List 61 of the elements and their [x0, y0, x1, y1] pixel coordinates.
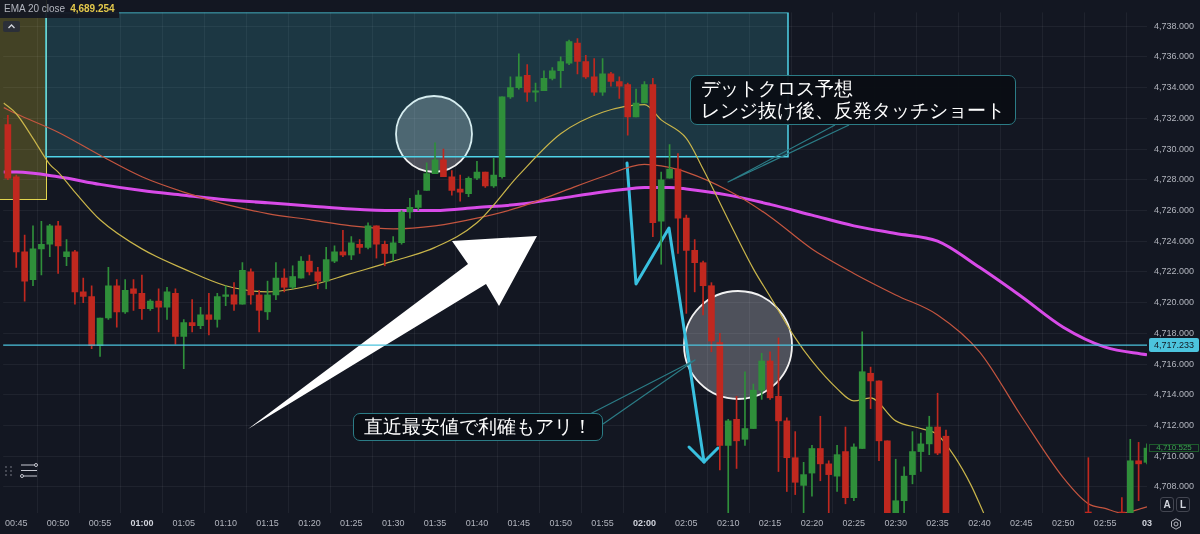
- callout-box: 直近最安値で利確もアリ！: [353, 413, 603, 441]
- x-tick-label: 02:35: [926, 517, 949, 528]
- x-tick-label: 01:40: [465, 517, 489, 528]
- x-tick-label: 01:45: [507, 517, 531, 528]
- x-tick-label: 02:20: [800, 517, 824, 528]
- x-tick-label: 01:10: [214, 517, 237, 528]
- y-tick-label: 4,734.000: [1154, 82, 1195, 93]
- callout-box: デットクロス予想 レンジ抜け後、反発タッチショート: [690, 75, 1016, 125]
- x-tick-label: 01:55: [591, 517, 614, 528]
- y-tick-label: 4,716.000: [1154, 358, 1195, 369]
- y-tick-label: 4,722.000: [1154, 266, 1195, 277]
- x-tick-label: 01:20: [298, 517, 321, 528]
- x-tick-label: 02:10: [716, 517, 740, 528]
- y-tick-label: 4,718.000: [1154, 327, 1195, 338]
- annotation: EMA 20 close: [4, 3, 66, 14]
- annotation: レンジ抜け後、反発タッチショート: [701, 100, 1005, 122]
- x-tick-label: 01:35: [423, 517, 447, 528]
- candlestick: [892, 458, 900, 513]
- x-tick-label: 02:00: [632, 517, 656, 528]
- x-tick-label: 01:05: [172, 517, 196, 528]
- y-tick-label: 4,736.000: [1154, 51, 1195, 62]
- line-series: [3, 102, 985, 513]
- y-tick-label: 4,738.000: [1154, 20, 1195, 31]
- annotation: 4,710.525: [1149, 442, 1199, 452]
- line-series: [3, 170, 1147, 357]
- x-tick-label: 02:40: [968, 517, 991, 528]
- text: L: [1176, 497, 1190, 512]
- ref-line-label: 4,717.233: [1149, 338, 1199, 353]
- x-tick-label: 00:55: [88, 517, 112, 528]
- x-tick-label: 03: [1141, 517, 1153, 528]
- annotation: デットクロス予想: [701, 78, 854, 100]
- y-tick-label: 4,708.000: [1154, 481, 1195, 492]
- candlestick: [741, 371, 749, 446]
- y-tick-label: 4,714.000: [1154, 389, 1195, 400]
- x-tick-label: 02:15: [758, 517, 782, 528]
- x-tick-label: 00:50: [46, 517, 70, 528]
- x-tick-label: 02:30: [884, 517, 907, 528]
- annotation: 直近最安値で利確もアリ！: [364, 416, 592, 438]
- x-tick-label: 02:50: [1051, 517, 1075, 528]
- y-tick-label: 4,728.000: [1154, 174, 1195, 185]
- x-tick-label: 02:45: [1010, 517, 1033, 528]
- x-tick-label: 01:30: [381, 517, 405, 528]
- x-tick-label: 02:05: [675, 517, 698, 528]
- y-tick-label: 4,726.000: [1154, 204, 1195, 215]
- annotation: 4,689.254: [70, 3, 115, 14]
- x-tick-label: 01:00: [130, 517, 154, 528]
- y-tick-label: 4,730.000: [1154, 143, 1195, 154]
- candlestick: [188, 299, 196, 333]
- x-tick-label: 02:25: [842, 517, 866, 528]
- text: A: [1160, 497, 1174, 512]
- candlestick: [825, 460, 833, 513]
- x-tick-label: 01:25: [340, 517, 363, 528]
- y-tick-label: 4,712.000: [1154, 419, 1195, 430]
- x-tick-label: 01:15: [256, 517, 279, 528]
- x-tick-label: 00:45: [5, 517, 28, 528]
- x-tick-label: 01:50: [549, 517, 572, 528]
- y-tick-label: 4,710.000: [1154, 450, 1195, 461]
- x-tick-label: 02:55: [1093, 517, 1117, 528]
- y-tick-label: 4,720.000: [1154, 297, 1195, 308]
- y-tick-label: 4,732.000: [1154, 112, 1195, 123]
- y-tick-label: 4,724.000: [1154, 235, 1195, 246]
